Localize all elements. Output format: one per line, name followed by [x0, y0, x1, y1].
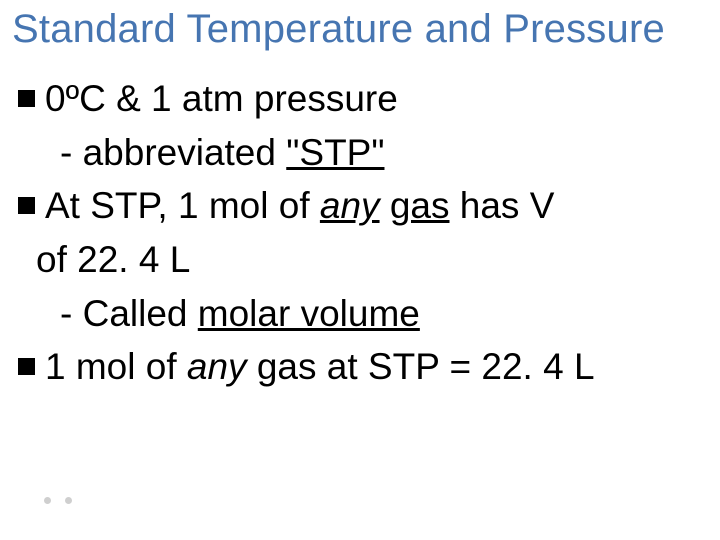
- bullet-2-sub: - Called molar volume: [12, 287, 708, 341]
- bullet-3: 1 mol of any gas at STP = 22. 4 L: [12, 340, 708, 394]
- dot-icon: [65, 497, 72, 504]
- bullet-3-text-b: any: [187, 346, 247, 387]
- bullet-2-text-d: gas: [390, 185, 450, 226]
- bullet-2: At STP, 1 mol of any gas has V: [12, 179, 708, 233]
- sub-1-text-a: - abbreviated: [60, 132, 286, 173]
- bullet-1-sub: - abbreviated "STP": [12, 126, 708, 180]
- slide-title: Standard Temperature and Pressure: [12, 8, 708, 50]
- dot-icon: [44, 497, 51, 504]
- bullet-2-cont: of 22. 4 L: [12, 233, 708, 287]
- bullet-2-cont-text: of 22. 4 L: [36, 239, 190, 280]
- bullet-3-text-a: 1 mol of: [45, 346, 187, 387]
- sub-2-text-a: - Called: [60, 293, 198, 334]
- slide-body: 0ºC & 1 atm pressure - abbreviated "STP"…: [12, 72, 708, 394]
- slide: Standard Temperature and Pressure 0ºC & …: [0, 0, 720, 540]
- bullet-2-text-a: At STP, 1 mol of: [45, 185, 320, 226]
- bullet-icon: [18, 358, 35, 375]
- bullet-icon: [18, 197, 35, 214]
- bullet-icon: [18, 90, 35, 107]
- bullet-2-text-c: [380, 185, 390, 226]
- bullet-1-text: 0ºC & 1 atm pressure: [45, 78, 398, 119]
- bullet-3-text-c: gas at STP = 22. 4 L: [247, 346, 595, 387]
- bullet-2-text-e: has V: [449, 185, 554, 226]
- sub-1-text-b: "STP": [286, 132, 384, 173]
- sub-2-text-b: molar volume: [198, 293, 420, 334]
- bullet-1: 0ºC & 1 atm pressure: [12, 72, 708, 126]
- footer-dots: [44, 497, 72, 504]
- bullet-2-text-b: any: [320, 185, 380, 226]
